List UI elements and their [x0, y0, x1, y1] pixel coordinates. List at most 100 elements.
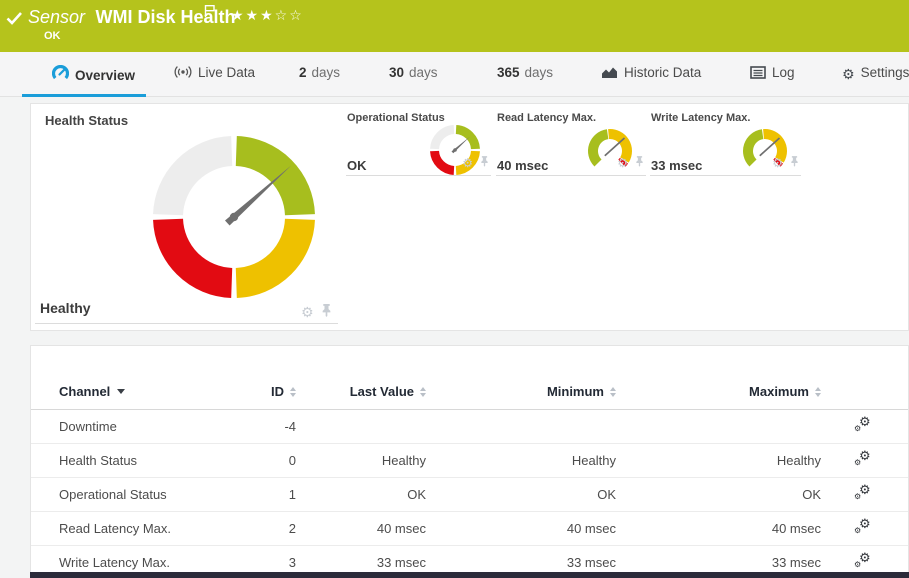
channel-settings-icon[interactable]: ⚙ ⚙ [854, 517, 871, 535]
table-cell: 33 msec [771, 555, 821, 570]
table-row[interactable]: Downtime -4 ⚙ ⚙ [31, 410, 908, 444]
channel-settings-icon[interactable]: ⚙ ⚙ [854, 449, 871, 467]
tab-live-data[interactable]: Live Data [174, 65, 255, 82]
stars-filled[interactable]: ★★★ [231, 7, 275, 23]
log-icon [750, 66, 766, 82]
pin-icon[interactable] [321, 303, 332, 322]
column-label: Maximum [749, 384, 809, 399]
stars-empty[interactable]: ☆☆ [274, 7, 304, 23]
sensor-type-label: Sensor [28, 7, 86, 27]
column-label: Channel [59, 384, 111, 399]
gear-icon[interactable]: ⚙ [617, 156, 628, 170]
channel-settings-cell: ⚙ ⚙ [821, 415, 908, 435]
table-cell: Healthy [776, 453, 821, 468]
tab-2-days[interactable]: 2 days [299, 65, 340, 80]
tab-label: Log [772, 65, 795, 80]
write-latency-gauge [743, 129, 787, 167]
mini-gauge-title: Read Latency Max. [497, 112, 597, 124]
tab-settings[interactable]: ⚙ Settings [842, 65, 909, 83]
channel-table-panel: Channel ID Last Value Minimum Maximum Do… [30, 345, 909, 578]
column-header-last-value[interactable]: Last Value [296, 384, 426, 399]
primary-gauge-title: Health Status [45, 113, 129, 128]
priority-rating[interactable]: ★★★☆☆ [231, 7, 304, 24]
gear-icon[interactable]: ⚙ [772, 156, 783, 170]
tab-label: Settings [860, 65, 909, 80]
status-check-icon [6, 11, 23, 31]
pin-icon[interactable] [480, 154, 489, 172]
read-latency-gauge [588, 129, 632, 167]
mini-gauge-actions: ⚙ [772, 154, 799, 172]
primary-gauge-actions: ⚙ [301, 303, 332, 322]
column-header-channel[interactable]: Channel [59, 384, 234, 399]
tab-label: days [524, 65, 554, 80]
gear-icon[interactable]: ⚙ [462, 156, 473, 170]
column-label: ID [271, 384, 284, 399]
table-cell: OK [407, 487, 426, 502]
channel-settings-cell: ⚙ ⚙ [821, 551, 908, 571]
tab-number: 2 [299, 65, 307, 80]
live-data-icon [174, 65, 192, 82]
table-cell: OK [802, 487, 821, 502]
channel-settings-icon[interactable]: ⚙ ⚙ [854, 483, 871, 501]
table-cell: 1 [288, 487, 296, 502]
tab-overview[interactable]: Overview [51, 65, 135, 85]
table-cell: Write Latency Max. [59, 555, 171, 570]
channel-settings-icon[interactable]: ⚙ ⚙ [854, 415, 871, 433]
table-cell: Read Latency Max. [59, 521, 172, 536]
table-cell: Health Status [59, 453, 138, 468]
table-row[interactable]: Health Status 0 Healthy Healthy Healthy ⚙ ⚙ [31, 444, 908, 478]
table-cell: 2 [288, 521, 296, 536]
table-cell: OK [597, 487, 616, 502]
tab-365-days[interactable]: 365 days [497, 65, 553, 80]
table-cell: 40 msec [771, 521, 821, 536]
mini-gauge-write-latency: Write Latency Max. 33 msec ⚙ [650, 104, 801, 176]
mini-gauge-value: 33 msec [651, 158, 703, 173]
gear-icon[interactable]: ⚙ [301, 304, 314, 321]
tab-historic-data[interactable]: Historic Data [601, 65, 701, 82]
tab-30-days[interactable]: 30 days [389, 65, 438, 80]
pin-icon[interactable] [635, 154, 644, 172]
tab-number: 30 [389, 65, 405, 80]
table-cell: 40 msec [566, 521, 616, 536]
tab-bar: Overview Live Data 2 days 30 days 365 days … [0, 52, 909, 97]
status-badge: OK [44, 30, 61, 42]
table-cell: Downtime [59, 419, 117, 434]
pin-icon[interactable] [790, 154, 799, 172]
table-cell: Operational Status [59, 487, 167, 502]
health-status-gauge [153, 136, 315, 298]
column-label: Last Value [349, 384, 414, 399]
historic-data-icon [601, 65, 618, 82]
divider [35, 323, 338, 324]
active-tab-indicator [22, 94, 146, 97]
table-row[interactable]: Operational Status 1 OK OK OK ⚙ ⚙ [31, 478, 908, 512]
table-cell: 3 [288, 555, 296, 570]
tab-number: 365 [497, 65, 520, 80]
sort-icon [420, 386, 426, 397]
channel-settings-cell: ⚙ ⚙ [821, 517, 908, 537]
sort-icon [815, 386, 821, 397]
table-cell: -4 [284, 419, 296, 434]
column-header-maximum[interactable]: Maximum [616, 384, 821, 399]
tab-log[interactable]: Log [750, 65, 795, 82]
channel-table-body: Downtime -4 ⚙ ⚙ Health Status 0 Healthy Healthy… [31, 410, 908, 578]
channel-settings-icon[interactable]: ⚙ ⚙ [854, 551, 871, 569]
gauge-needle [759, 137, 781, 157]
table-cell: Healthy [571, 453, 616, 468]
channel-settings-cell: ⚙ ⚙ [821, 483, 908, 503]
table-cell: 33 msec [376, 555, 426, 570]
column-header-id[interactable]: ID [234, 384, 296, 399]
table-row[interactable]: Read Latency Max. 2 40 msec 40 msec 40 msec ⚙… [31, 512, 908, 546]
table-cell: 0 [288, 453, 296, 468]
mini-gauge-read-latency: Read Latency Max. 40 msec ⚙ [496, 104, 646, 176]
table-row[interactable]: Write Latency Max. 3 33 msec 33 msec 33 msec… [31, 546, 908, 578]
column-label: Minimum [546, 384, 604, 399]
priority-flag-icon[interactable] [204, 4, 216, 23]
mini-gauge-value: OK [347, 158, 367, 173]
mini-gauge-actions: ⚙ [462, 154, 489, 172]
table-cell: 40 msec [376, 521, 426, 536]
tab-label: Live Data [198, 65, 256, 80]
operational-status-gauge [430, 125, 480, 175]
tab-label: days [311, 65, 341, 80]
gear-icon: ⚙ [842, 67, 855, 83]
column-header-minimum[interactable]: Minimum [426, 384, 616, 399]
